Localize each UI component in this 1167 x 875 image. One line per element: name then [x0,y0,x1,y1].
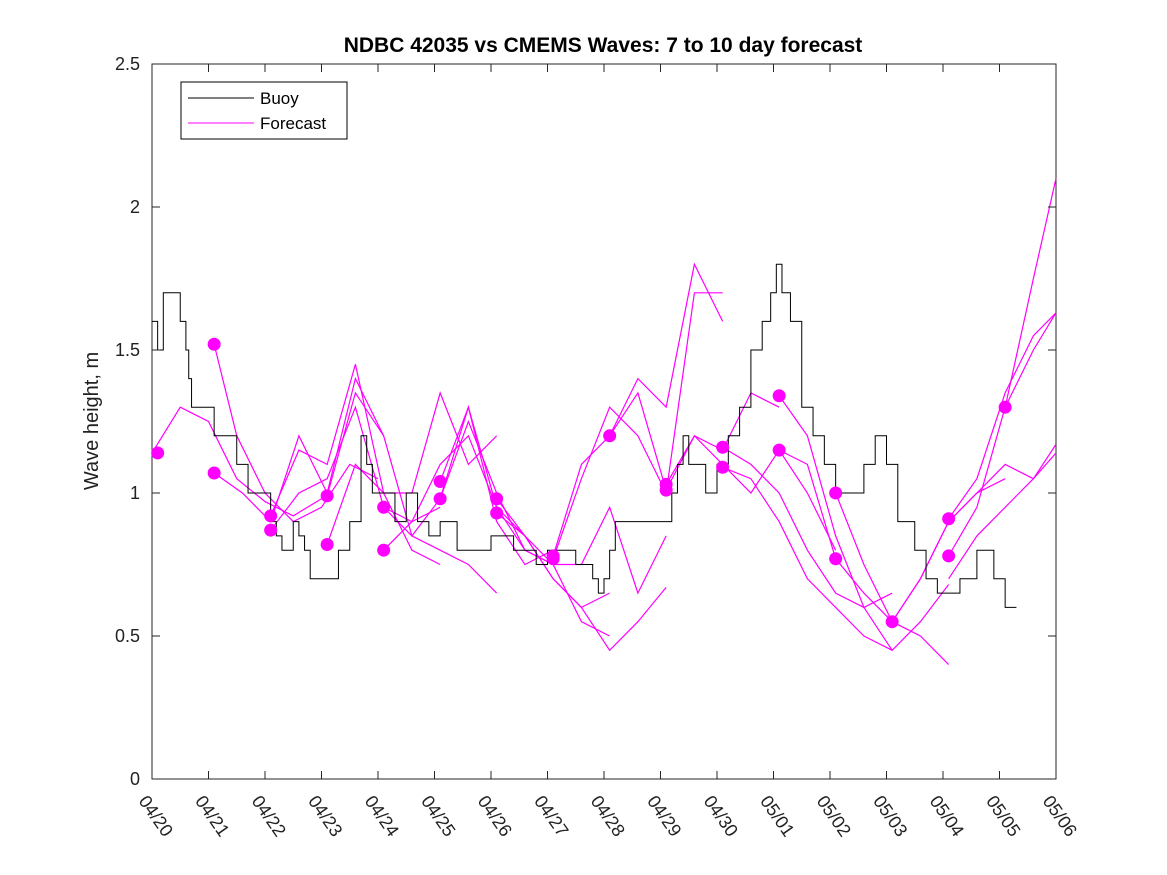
forecast-start-marker [546,552,560,566]
x-tick-label: 04/20 [135,792,177,840]
y-tick-label: 1.5 [115,340,140,360]
legend-buoy-label: Buoy [260,89,299,108]
x-tick-label: 05/02 [813,792,855,840]
y-tick-label: 0.5 [115,626,140,646]
x-axis-ticks: 04/20 04/21 04/22 04/23 04/24 04/25 04/26 04/27… [135,64,1081,840]
forecast-start-marker [716,460,730,474]
x-tick-label: 04/25 [417,792,459,840]
forecast-start-marker [772,443,786,457]
forecast-line [948,312,1057,520]
forecast-start-marker [942,512,956,526]
forecast-line [948,178,1057,557]
forecast-line [665,434,837,551]
forecast-line [948,444,1057,580]
y-axis-ticks: 0 0.5 1 1.5 2 2.5 [115,54,1056,789]
forecast-start-marker [433,475,447,489]
legend-box [180,81,348,140]
forecast-start-marker [829,486,843,500]
x-tick-label: 05/04 [926,792,968,840]
forecast-start-marker [603,429,617,443]
x-tick-label: 04/23 [304,792,346,840]
forecast-start-marker [998,400,1012,414]
forecast-start-marker [207,466,221,480]
forecast-line [270,364,441,566]
buoy-line [152,263,1017,608]
x-tick-label: 05/05 [982,792,1024,840]
y-axis-label: Wave height, m [81,352,103,490]
forecast-line [722,446,893,609]
chart-title: NDBC 42035 vs CMEMS Waves: 7 to 10 day f… [344,34,863,57]
forecast-start-marker [377,543,391,557]
forecast-start-marker [659,483,673,497]
legend-forecast-label: Forecast [260,114,326,133]
forecast-line [891,452,1057,623]
forecast-start-marker [264,523,278,537]
forecast-start-marker [716,440,730,454]
forecast-start-marker [377,500,391,514]
forecast-line [778,449,950,666]
x-tick-label: 05/06 [1039,792,1081,840]
y-tick-label: 2.5 [115,54,140,74]
legend: Buoy Forecast [180,81,348,140]
forecast-line [151,406,322,517]
forecast-start-marker [151,446,165,460]
forecast-line [213,376,385,523]
x-tick-label: 04/22 [248,792,290,840]
forecast-start-marker [772,389,786,403]
forecast-start-marker [490,492,504,506]
forecast-start-marker [885,615,899,629]
x-tick-label: 04/27 [530,792,572,840]
x-tick-label: 04/29 [643,792,685,840]
x-tick-label: 04/21 [191,792,233,840]
forecast-line [722,466,893,651]
x-tick-label: 04/24 [361,792,403,840]
plot-area [151,63,1057,780]
forecast-line [439,405,610,609]
x-tick-label: 04/26 [474,792,516,840]
forecast-start-marker [490,506,504,520]
forecast-start-marker [320,489,334,503]
y-tick-label: 1 [130,483,140,503]
x-tick-label: 04/30 [700,792,742,840]
x-tick-label: 04/28 [587,792,629,840]
forecast-line [552,292,723,559]
forecast-start-marker [320,537,334,551]
forecast-line [1004,312,1057,408]
forecast-start-marker [829,552,843,566]
forecast-start-marker [207,337,221,351]
forecast-line [439,419,610,637]
forecast-line [552,262,724,557]
forecast-start-marker [264,509,278,523]
forecast-start-marker [942,549,956,563]
y-tick-label: 2 [130,197,140,217]
x-tick-label: 05/01 [756,792,798,840]
forecast-start-marker [433,492,447,506]
forecast-line [778,395,950,652]
y-tick-label: 0 [130,769,140,789]
x-tick-label: 05/03 [869,792,911,840]
forecast-line [609,391,780,492]
forecast-line [270,405,441,531]
